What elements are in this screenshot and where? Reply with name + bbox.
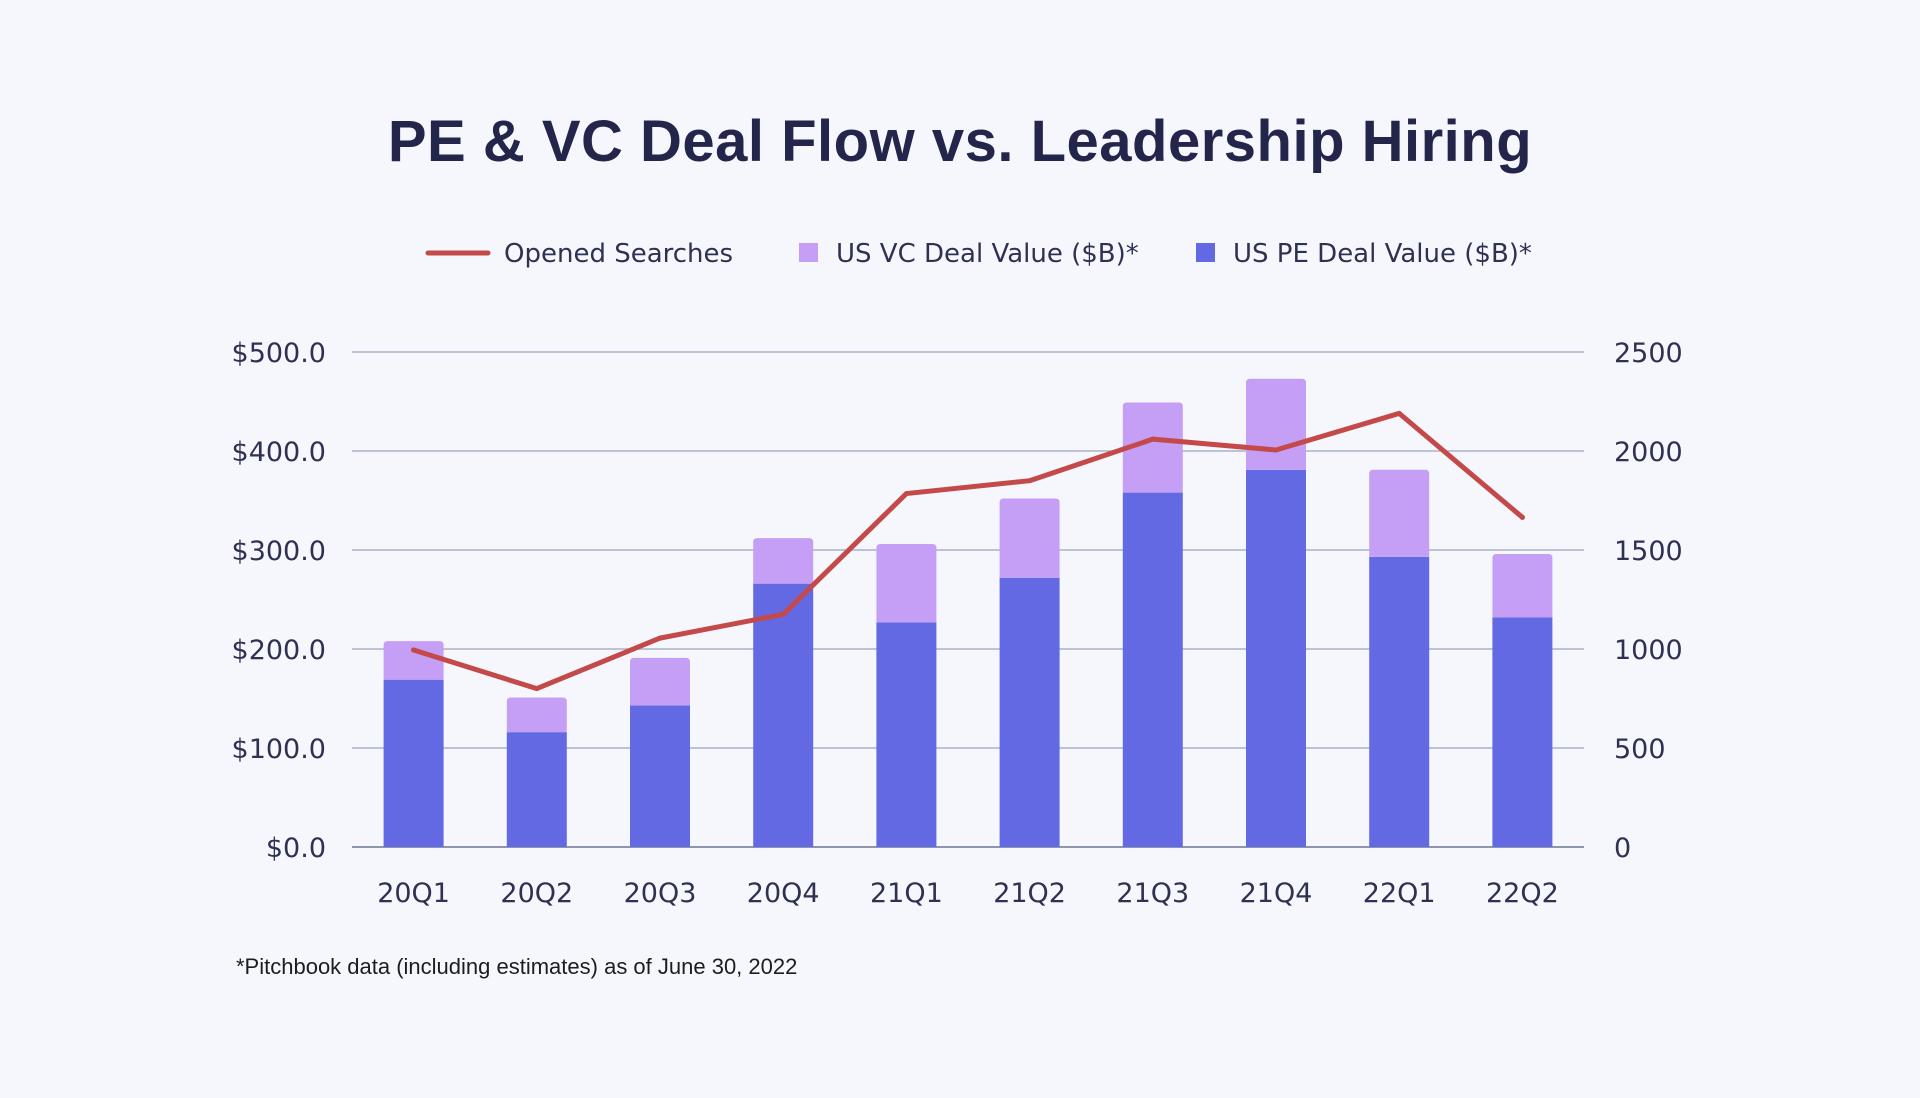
bar-pe-deal-value xyxy=(1246,469,1306,847)
y-right-tick-label: 2000 xyxy=(1614,437,1683,468)
x-tick-label: 20Q4 xyxy=(747,878,820,909)
bar-pe-deal-value xyxy=(1369,556,1430,847)
y-right-tick-label: 1000 xyxy=(1614,635,1683,666)
line-point-opened-searches xyxy=(1150,436,1156,442)
x-tick-label: 22Q1 xyxy=(1363,878,1436,909)
line-point-opened-searches xyxy=(534,686,540,692)
bar-vc-deal-value xyxy=(1369,469,1430,557)
bar-pe-deal-value xyxy=(753,583,814,847)
bar-vc-deal-value xyxy=(506,697,567,733)
legend-label: US PE Deal Value ($B)* xyxy=(1233,239,1532,269)
legend-label: US VC Deal Value ($B)* xyxy=(836,239,1139,269)
line-point-opened-searches xyxy=(657,635,663,641)
bar-vc-deal-value xyxy=(999,498,1060,578)
y-right-tick-label: 0 xyxy=(1614,833,1631,864)
line-point-opened-searches xyxy=(1273,447,1279,453)
axes: $0.0 0 $100.0 500 $200.0 1000 $300.0 1500 $400.0… xyxy=(232,338,1683,909)
line-point-opened-searches xyxy=(903,491,909,497)
y-left-tick-label: $0.0 xyxy=(266,833,326,864)
y-right-tick-label: 1500 xyxy=(1614,536,1683,567)
line-series xyxy=(411,410,1525,692)
legend-swatch xyxy=(799,243,818,262)
line-point-opened-searches xyxy=(780,611,786,617)
legend-label: Opened Searches xyxy=(504,239,733,269)
bar-pe-deal-value xyxy=(876,622,937,847)
bar-series xyxy=(383,378,1553,847)
bar-vc-deal-value xyxy=(1246,378,1306,470)
y-left-tick-label: $200.0 xyxy=(232,635,326,666)
legend-swatch xyxy=(1196,243,1215,262)
bar-vc-deal-value xyxy=(1122,402,1183,493)
y-left-tick-label: $100.0 xyxy=(232,734,326,765)
x-tick-label: 21Q1 xyxy=(870,878,943,909)
line-point-opened-searches xyxy=(1027,478,1033,484)
line-point-opened-searches xyxy=(1519,514,1525,520)
chart-title: PE & VC Deal Flow vs. Leadership Hiring xyxy=(387,109,1533,174)
bar-pe-deal-value xyxy=(1492,617,1553,847)
bar-pe-deal-value xyxy=(1122,492,1183,847)
y-right-tick-label: 500 xyxy=(1614,734,1666,765)
line-point-opened-searches xyxy=(1396,410,1402,416)
chart-legend: Opened Searches US VC Deal Value ($B)* US … xyxy=(425,239,1532,269)
bar-pe-deal-value xyxy=(630,705,690,847)
bar-pe-deal-value xyxy=(506,732,567,847)
footnote: *Pitchbook data (including estimates) as… xyxy=(236,954,798,979)
bar-vc-deal-value xyxy=(753,538,814,584)
y-left-tick-label: $500.0 xyxy=(232,338,326,369)
x-tick-label: 22Q2 xyxy=(1486,878,1559,909)
x-tick-label: 21Q3 xyxy=(1116,878,1189,909)
bar-pe-deal-value xyxy=(999,577,1060,847)
x-tick-label: 21Q4 xyxy=(1240,878,1313,909)
bar-vc-deal-value xyxy=(383,641,444,680)
line-point-opened-searches xyxy=(411,647,417,653)
x-tick-label: 20Q2 xyxy=(500,878,573,909)
bar-vc-deal-value xyxy=(630,657,690,706)
y-left-tick-label: $300.0 xyxy=(232,536,326,567)
y-right-tick-label: 2500 xyxy=(1614,338,1683,369)
bar-pe-deal-value xyxy=(383,679,444,847)
x-tick-label: 20Q1 xyxy=(377,878,450,909)
line-opened-searches xyxy=(411,410,1525,692)
y-left-tick-label: $400.0 xyxy=(232,437,326,468)
x-tick-label: 20Q3 xyxy=(624,878,697,909)
bar-vc-deal-value xyxy=(876,544,937,623)
x-tick-label: 21Q2 xyxy=(993,878,1066,909)
bar-vc-deal-value xyxy=(1492,553,1553,618)
